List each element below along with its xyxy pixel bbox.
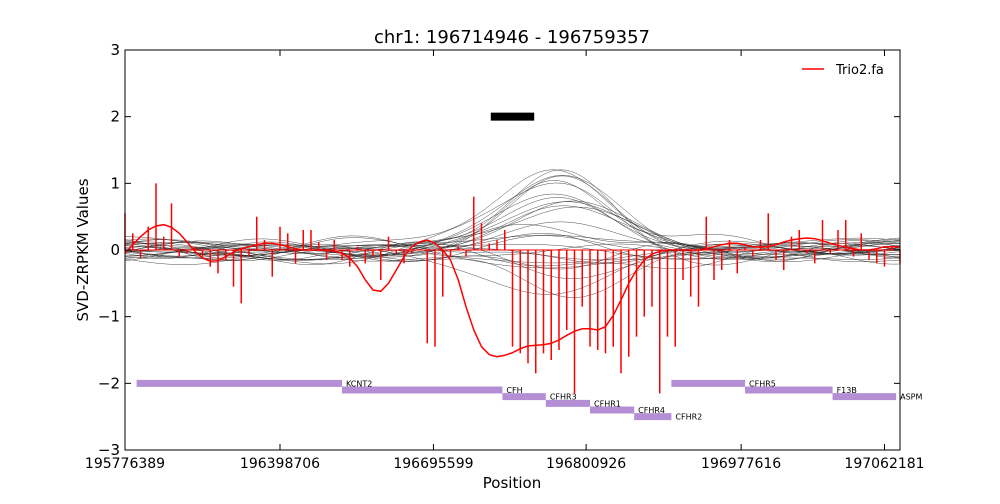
gene-label: KCNT2: [346, 379, 372, 388]
x-tick-label: 197062181: [844, 456, 924, 472]
legend-label-trio2: Trio2.fa: [835, 63, 884, 78]
background-trace: [124, 206, 901, 255]
sample-smooth-line: [124, 223, 900, 358]
gene-label: ASPM: [900, 393, 922, 402]
y-tick-label: −1: [98, 308, 120, 326]
gene-label: CFHR4: [638, 406, 665, 415]
gene-label: CFH: [506, 386, 522, 395]
background-trace: [124, 233, 901, 261]
x-tick-label: 196800926: [546, 456, 626, 472]
plot-area: KCNT2 CFH CFHR3 CFHR1 CFHR4 CFHR2 CFHR5 F13B ASP…: [124, 112, 923, 422]
y-axis: 3 2 1 0 −1 −2 −3: [98, 41, 900, 459]
x-tick-label: 196977616: [701, 456, 781, 472]
background-trace: [124, 234, 901, 262]
y-tick-label: −3: [98, 441, 120, 459]
background-trace: [124, 193, 901, 261]
background-trace: [124, 221, 900, 258]
background-trace: [124, 197, 901, 265]
gene-label: F13B: [837, 386, 857, 395]
chart-title: chr1: 196714946 - 196759357: [374, 27, 650, 48]
x-axis-label: Position: [483, 474, 541, 492]
gene-label: CFHR5: [749, 379, 776, 388]
y-tick-label: 0: [110, 241, 120, 259]
gene-track: KCNT2 CFH CFHR3 CFHR1 CFHR4 CFHR2 CFHR5 F13B ASP…: [136, 379, 923, 422]
y-tick-label: −2: [98, 374, 120, 392]
sample-stems: [124, 183, 901, 394]
x-axis: 195776389 196398706 196695599 196800926 1969…: [85, 50, 925, 472]
gene-label: CFHR1: [594, 399, 621, 408]
gene-label: CFHR2: [675, 413, 702, 422]
y-tick-label: 3: [110, 41, 120, 59]
legend: Trio2.fa: [802, 63, 884, 78]
y-tick-label: 2: [110, 108, 120, 126]
x-tick-label: 195776389: [85, 456, 165, 472]
gene-label: CFHR3: [550, 393, 577, 402]
x-tick-label: 196398706: [240, 456, 320, 472]
y-tick-label: 1: [110, 174, 120, 192]
y-axis-label: SVD-ZRPKM Values: [74, 178, 92, 321]
background-trace: [124, 242, 901, 261]
x-tick-label: 196695599: [393, 456, 473, 472]
